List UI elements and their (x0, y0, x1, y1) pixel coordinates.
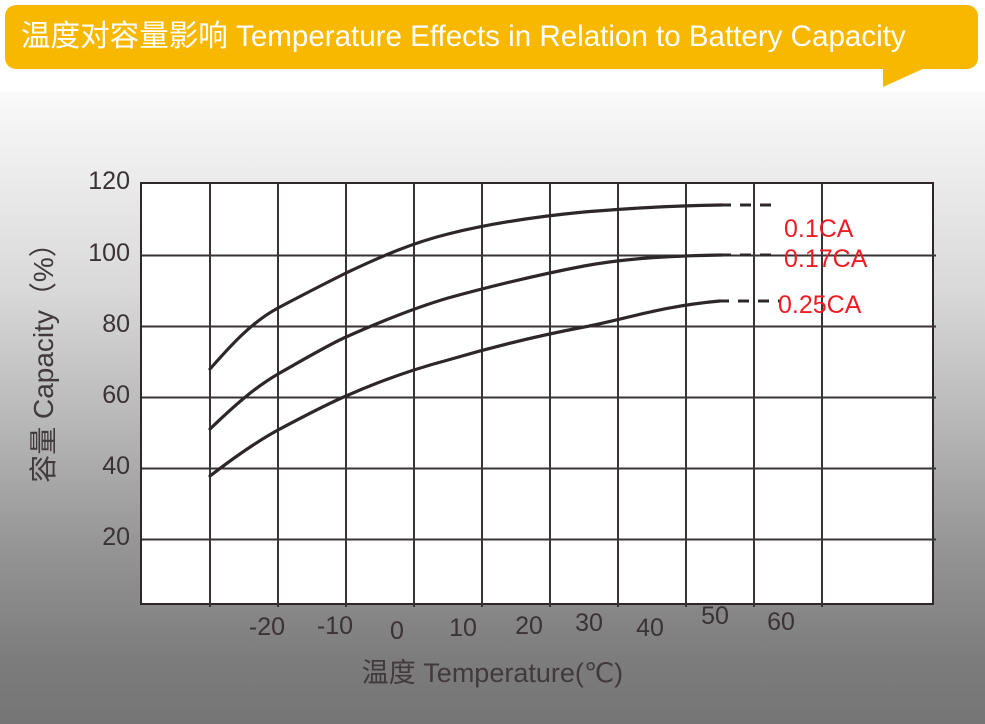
y-axis-tick-labels: 120 100 80 60 40 20 (62, 92, 130, 692)
x-axis-title: 温度 Temperature(℃) (361, 658, 624, 688)
curve-0-17ca (208, 253, 724, 431)
page-title: 温度对容量影响 Temperature Effects in Relation … (21, 20, 906, 53)
y-tick-40: 40 (102, 452, 130, 480)
plot-frame (140, 182, 936, 607)
y-axis-title: 容量 Capacity（%） (28, 229, 59, 483)
y-tick-100: 100 (88, 239, 130, 267)
data-curves (208, 203, 724, 478)
x-tick-60: 60 (767, 608, 795, 636)
dashed-leaders (718, 203, 780, 303)
x-axis-tick-labels: -20 -10 0 10 20 30 40 50 60 (0, 92, 985, 692)
x-tick-40: 40 (636, 614, 664, 642)
header-banner: 温度对容量影响 Temperature Effects in Relation … (5, 5, 978, 69)
chart-canvas (142, 184, 936, 607)
curve-0-1ca (208, 203, 724, 371)
horizontal-gridlines (142, 254, 936, 541)
x-tick-30: 30 (575, 609, 603, 637)
x-tick-20: 20 (515, 612, 543, 640)
curve-0-25ca (208, 299, 722, 478)
header-banner-container: 温度对容量影响 Temperature Effects in Relation … (0, 0, 985, 92)
y-tick-120: 120 (88, 167, 130, 195)
y-axis-title-container: 容量 Capacity（%） (28, 146, 59, 566)
x-tick-n20: -20 (248, 613, 286, 641)
series-label-0-1ca: 0.1CA (784, 215, 854, 243)
y-tick-80: 80 (102, 310, 130, 338)
chart-area: 120 100 80 60 40 20 -20 -10 0 10 20 30 4… (0, 92, 985, 724)
y-tick-60: 60 (102, 381, 130, 409)
series-label-0-17ca: 0.17CA (784, 245, 868, 273)
series-label-0-25ca: 0.25CA (778, 291, 862, 319)
x-tick-10: 10 (449, 614, 477, 642)
y-tick-20: 20 (102, 523, 130, 551)
x-tick-50: 50 (701, 602, 729, 630)
speech-bubble-tail-icon (883, 68, 925, 87)
x-tick-n10: -10 (316, 612, 354, 640)
x-tick-0: 0 (390, 617, 404, 645)
